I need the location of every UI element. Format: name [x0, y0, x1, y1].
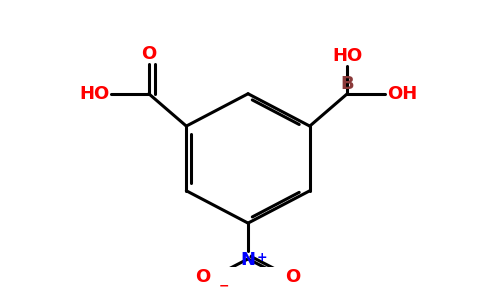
Text: +: +	[257, 251, 267, 264]
Text: HO: HO	[79, 85, 109, 103]
Text: −: −	[219, 280, 229, 293]
Text: O: O	[195, 268, 211, 286]
Text: B: B	[340, 75, 354, 93]
Text: O: O	[141, 45, 156, 63]
Text: OH: OH	[387, 85, 417, 103]
Text: O: O	[286, 268, 301, 286]
Text: N: N	[241, 251, 256, 269]
Text: HO: HO	[332, 47, 363, 65]
